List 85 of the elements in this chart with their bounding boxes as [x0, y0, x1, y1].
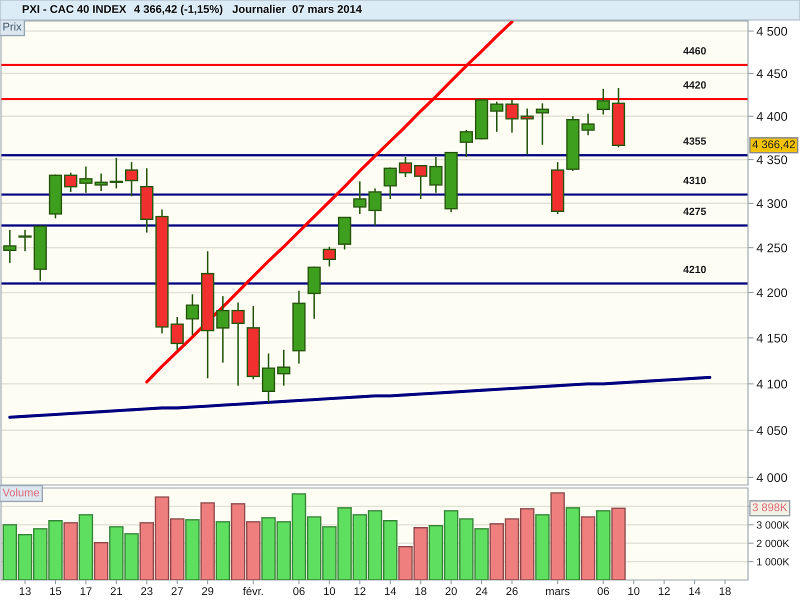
x-tick-label: 29: [202, 587, 214, 596]
x-tick-label: 12: [354, 587, 366, 595]
line-series: [8, 376, 712, 419]
candlestick: [596, 88, 610, 116]
candlestick: [520, 108, 534, 156]
candlestick: [3, 229, 16, 264]
x-tick-label: 26: [506, 587, 518, 596]
candlestick: [460, 129, 473, 158]
y-axis-title: Prix: [3, 22, 22, 30]
ref-line-label: 4210: [683, 266, 706, 274]
candlestick: [353, 180, 366, 215]
candlestick: [231, 302, 245, 386]
candlestick: [429, 156, 443, 194]
y-tick-label: 4 350: [756, 155, 788, 164]
y-tick-label: 4 400: [756, 112, 788, 121]
candlestick: [186, 294, 200, 336]
candlestick: [18, 229, 32, 252]
y-tick-label: 4 100: [756, 380, 788, 388]
y-tick-label: 3 000K: [756, 521, 790, 529]
ref-line-label: 4420: [683, 81, 706, 89]
candlestick: [384, 166, 397, 200]
candlestick: [170, 316, 184, 351]
x-tick-label: 10: [628, 587, 640, 596]
bar: [63, 522, 78, 580]
bar: [535, 514, 550, 580]
bar: [200, 502, 215, 580]
candlestick: [322, 246, 336, 268]
y-tick-label: 4 300: [756, 199, 788, 208]
candlestick: [79, 166, 93, 194]
candlestick: [262, 352, 276, 404]
candlestick: [505, 99, 519, 134]
text: 3 898K: [752, 503, 788, 512]
bar: [550, 492, 565, 580]
y-tick-label: 1 000K: [757, 558, 790, 566]
chart-subtitle: 4 366,42 (-1,15%) Journalier 07 mars 2014: [134, 4, 362, 16]
candlestick: [536, 102, 550, 146]
ref-line-label: 4310: [683, 176, 706, 184]
bar: [611, 508, 626, 580]
x-tick-label: 14: [384, 587, 396, 595]
x-tick-label: 20: [446, 587, 457, 596]
text: 4 366,42: [752, 140, 795, 150]
ref-line-label: 4275: [683, 208, 706, 216]
y-tick-label: 2 000K: [756, 540, 790, 548]
candlestick: [490, 100, 504, 133]
x-tick-label: 18: [720, 587, 731, 596]
ref-line-label: 4460: [683, 47, 706, 55]
x-tick-label: 14: [689, 587, 700, 595]
x-tick-label: 06: [598, 587, 609, 596]
x-tick-label: 13: [20, 587, 31, 596]
bar: [566, 507, 580, 580]
ref-line-label: 4355: [683, 137, 706, 145]
y-tick-label: 4 150: [756, 334, 788, 343]
candlestick: [277, 349, 290, 386]
x-tick-label: 17: [80, 587, 92, 595]
x-tick-label: 24: [476, 587, 488, 595]
x-tick-label: 15: [50, 587, 62, 596]
y-tick-label: 4 500: [756, 26, 788, 36]
y-tick-label: 4 050: [756, 426, 788, 435]
x-tick-label: 18: [415, 587, 426, 596]
y-tick-label: 4 450: [756, 69, 788, 78]
x-tick-label: févr.: [242, 586, 263, 596]
candlestick: [124, 161, 138, 198]
bar: [216, 521, 230, 580]
x-tick-label: 27: [172, 587, 183, 595]
candlestick: [414, 164, 428, 200]
x-tick-label: mars: [546, 589, 570, 596]
y-tick-label: 4 250: [756, 243, 788, 252]
y-tick-label: 4 200: [756, 288, 788, 298]
x-tick-label: 12: [658, 587, 670, 595]
candlestick: [581, 112, 595, 136]
bar: [596, 510, 611, 580]
x-tick-label: 10: [324, 587, 336, 596]
candlestick: [64, 172, 78, 193]
chart-title: PXI - CAC 40 INDEX: [22, 5, 126, 13]
y-tick-label: 4 000: [756, 473, 788, 482]
x-tick-label: 06: [293, 587, 305, 596]
candlestick: [368, 188, 382, 226]
x-tick-label: 21: [110, 587, 122, 595]
bar: [94, 542, 108, 580]
bar: [78, 514, 94, 580]
y-axis-title: Volume: [2, 488, 40, 496]
x-tick-label: 23: [141, 587, 152, 596]
candlestick: [398, 156, 412, 178]
bar: [185, 519, 200, 580]
bar: [580, 516, 596, 580]
